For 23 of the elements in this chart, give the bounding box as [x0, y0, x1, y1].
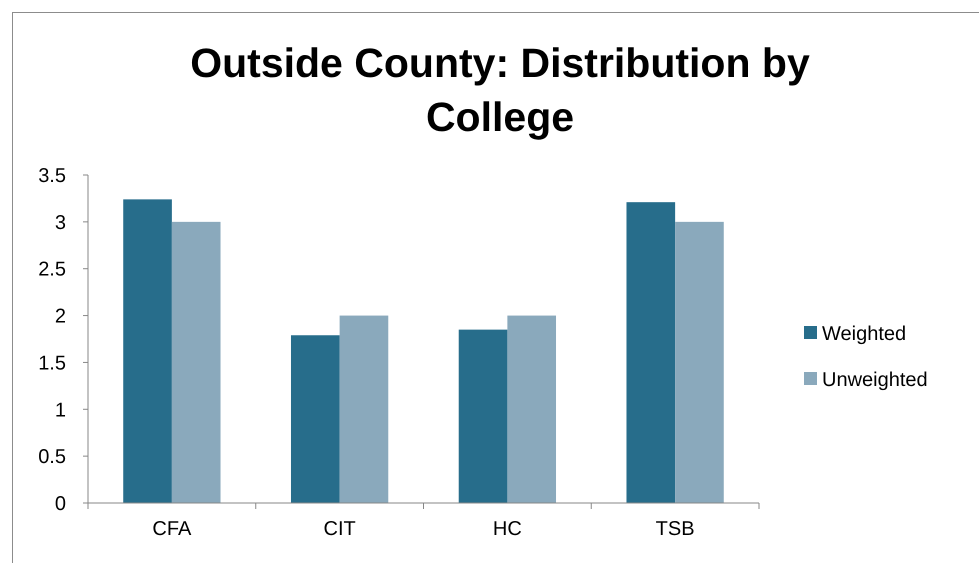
bar [675, 222, 724, 503]
y-tick-label: 1 [54, 399, 66, 422]
y-tick-label: 2.5 [38, 258, 66, 281]
x-tick-label: TSB [656, 518, 695, 540]
bar [172, 222, 221, 503]
bar [340, 316, 388, 503]
bar [123, 199, 172, 503]
bar [290, 335, 340, 503]
y-tick-label: 3.5 [38, 165, 66, 187]
y-tick-label: 3 [54, 212, 66, 234]
x-tick-label: HC [492, 518, 522, 540]
chart-title: Outside County: Distribution by College [190, 40, 810, 140]
legend-label: Unweighted [822, 369, 928, 391]
y-tick-label: 0 [54, 493, 66, 515]
y-tick-label: 1.5 [38, 352, 66, 374]
x-tick-label: CIT [324, 518, 356, 540]
bar [626, 202, 676, 503]
legend-label: Weighted [822, 323, 906, 345]
y-tick-label: 0.5 [38, 446, 66, 468]
x-tick-label: CFA [152, 518, 192, 540]
bar [507, 316, 556, 503]
bar [458, 330, 508, 503]
y-tick-label: 2 [54, 306, 66, 328]
